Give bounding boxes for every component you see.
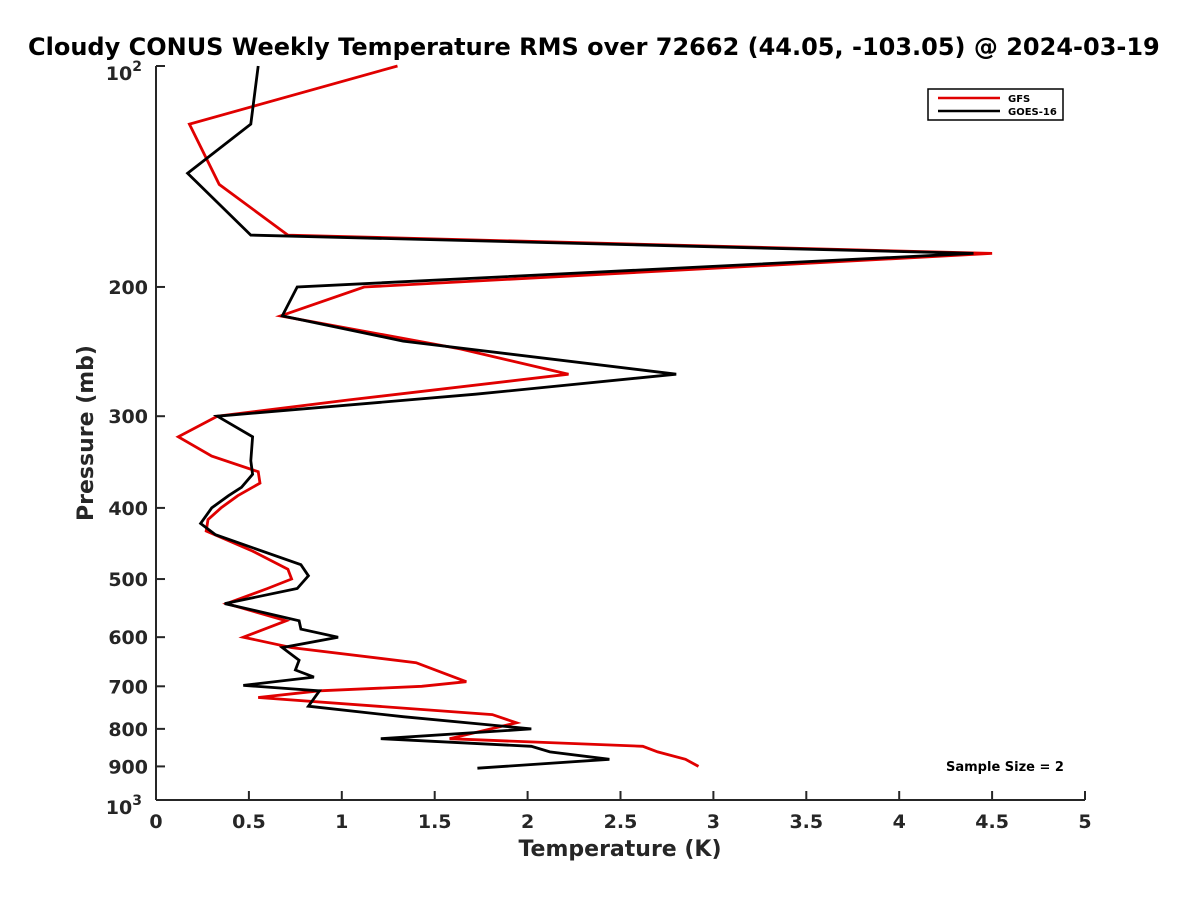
plot-series xyxy=(175,64,993,770)
y-tick-label: 102 xyxy=(106,59,142,85)
y-tick-label: 103 xyxy=(106,793,142,819)
sample-size-annotation: Sample Size = 2 xyxy=(946,760,1064,775)
legend-label: GFS xyxy=(1008,94,1030,105)
x-tick-label: 2.5 xyxy=(604,811,638,833)
y-tick-label: 900 xyxy=(108,756,148,778)
x-tick-label: 0 xyxy=(149,811,162,833)
legend-label: GOES-16 xyxy=(1008,107,1057,118)
x-tick-label: 4.5 xyxy=(975,811,1009,833)
y-tick-label: 800 xyxy=(108,719,148,741)
chart-title: Cloudy CONUS Weekly Temperature RMS over… xyxy=(28,33,1160,61)
x-tick-label: 3.5 xyxy=(789,811,823,833)
x-axis-label: Temperature (K) xyxy=(518,837,721,862)
y-tick-label: 600 xyxy=(108,627,148,649)
y-tick-label: 400 xyxy=(108,498,148,520)
y-tick-label: 500 xyxy=(108,569,148,591)
y-axis-label: Pressure (mb) xyxy=(74,345,99,521)
x-tick-label: 2 xyxy=(521,811,534,833)
x-tick-label: 3 xyxy=(707,811,720,833)
series-line-gfs xyxy=(175,64,993,768)
tick-labels: 0 0.5 1 1.5 2 2.5 3 3.5 4 4.5 5 102 200 300 400 500 600 7… xyxy=(106,59,1092,833)
x-tick-label: 1 xyxy=(335,811,348,833)
series-line-goes-16 xyxy=(185,65,974,770)
y-tick-label: 300 xyxy=(108,406,148,428)
legend: GFS GOES-16 xyxy=(927,88,1064,121)
legend-box xyxy=(927,88,1064,121)
y-tick-label: 700 xyxy=(108,676,148,698)
x-tick-label: 5 xyxy=(1078,811,1091,833)
y-tick-label: 200 xyxy=(108,277,148,299)
axes xyxy=(155,65,1086,801)
x-tick-label: 0.5 xyxy=(232,811,266,833)
x-tick-label: 4 xyxy=(893,811,906,833)
x-tick-label: 1.5 xyxy=(418,811,452,833)
